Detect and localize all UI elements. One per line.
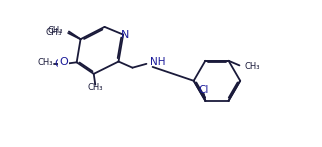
Text: O: O	[54, 59, 63, 69]
Text: O: O	[59, 57, 68, 67]
Text: CH₃: CH₃	[37, 58, 53, 67]
Text: N: N	[121, 30, 130, 40]
Text: NH: NH	[150, 57, 166, 67]
Text: CH₃: CH₃	[48, 26, 63, 35]
Text: CH₃: CH₃	[88, 83, 103, 92]
Text: CH₃: CH₃	[244, 62, 260, 71]
Text: Cl: Cl	[199, 85, 209, 95]
Text: CH₃: CH₃	[45, 28, 62, 37]
